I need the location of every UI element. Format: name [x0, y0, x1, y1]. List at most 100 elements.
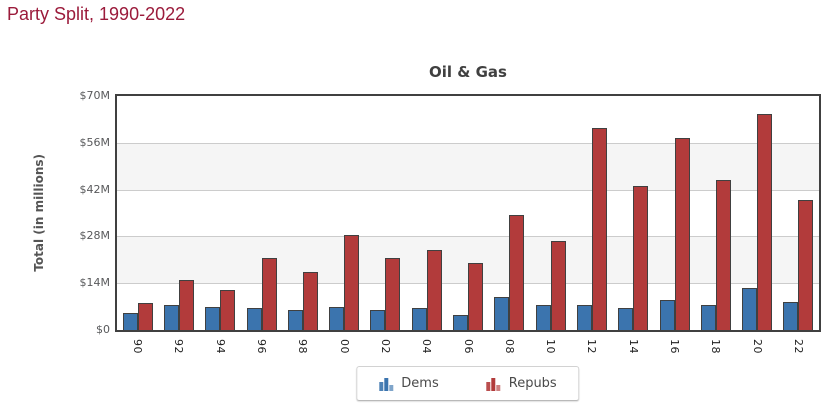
bar-group-92	[158, 96, 199, 330]
x-tick-02: 02	[365, 335, 406, 363]
bar-group-90	[117, 96, 158, 330]
dems-bar-92[interactable]	[163, 304, 179, 330]
dems-bar-90[interactable]	[122, 313, 138, 330]
dems-bar-02[interactable]	[370, 309, 386, 330]
x-tick-92: 92	[158, 335, 199, 363]
bar-group-12	[571, 96, 612, 330]
x-tick-label: 98	[296, 339, 310, 354]
dems-bar-04[interactable]	[411, 308, 427, 330]
repubs-bar-08[interactable]	[509, 214, 525, 330]
dems-bar-94[interactable]	[205, 306, 221, 330]
x-tick-12: 12	[571, 335, 612, 363]
repubs-bar-96[interactable]	[261, 258, 277, 330]
repubs-bar-00[interactable]	[344, 234, 360, 330]
bar-group-08	[489, 96, 530, 330]
y-tick-label: $0	[96, 323, 110, 336]
plot-band	[117, 189, 819, 237]
repubs-bar-92[interactable]	[178, 279, 194, 330]
page-title: Party Split, 1990-2022	[7, 4, 186, 24]
gridline	[117, 236, 819, 238]
y-axis-title-text: Total (in millions)	[32, 154, 46, 272]
y-tick-label: $28M	[79, 229, 111, 243]
bar-group-20	[736, 96, 777, 330]
dems-bar-08[interactable]	[494, 296, 510, 330]
bar-group-96	[241, 96, 282, 330]
x-tick-label: 16	[668, 339, 681, 354]
bar-groups	[117, 96, 819, 330]
y-tick-label: $42M	[79, 182, 111, 196]
repubs-bars-icon	[486, 377, 501, 391]
y-tick-label: $14M	[79, 276, 111, 290]
plot-band	[117, 142, 819, 190]
repubs-bar-98[interactable]	[302, 271, 318, 330]
dems-bar-14[interactable]	[618, 308, 634, 330]
dems-bar-96[interactable]	[246, 308, 262, 330]
bar-group-06	[447, 96, 488, 330]
bar-group-94	[200, 96, 241, 330]
x-tick-10: 10	[530, 335, 571, 363]
chart-title: Oil & Gas	[429, 63, 507, 81]
x-tick-label: 94	[213, 339, 227, 354]
chart-legend: Dems Repubs	[356, 366, 580, 401]
dems-bar-10[interactable]	[535, 304, 551, 330]
x-tick-04: 04	[406, 335, 447, 363]
repubs-bar-22[interactable]	[798, 199, 814, 330]
repubs-bar-18[interactable]	[715, 179, 731, 330]
x-tick-20: 20	[736, 335, 777, 363]
dems-bar-20[interactable]	[742, 288, 758, 330]
x-tick-label: 12	[585, 339, 599, 354]
dems-bar-22[interactable]	[783, 301, 799, 330]
dems-bar-00[interactable]	[329, 306, 345, 330]
x-tick-08: 08	[489, 335, 530, 363]
x-tick-label: 20	[750, 339, 764, 354]
repubs-bar-04[interactable]	[426, 249, 442, 330]
x-tick-label: 14	[626, 339, 640, 354]
repubs-bar-90[interactable]	[137, 303, 153, 330]
repubs-bar-16[interactable]	[674, 137, 690, 330]
x-tick-label: 90	[131, 339, 145, 354]
x-tick-16: 16	[654, 335, 695, 363]
plot-area	[117, 96, 819, 330]
repubs-bar-20[interactable]	[757, 114, 773, 330]
repubs-bar-02[interactable]	[385, 258, 401, 330]
x-tick-label: 06	[461, 339, 475, 354]
dems-bars-icon	[379, 377, 394, 391]
dems-bar-16[interactable]	[659, 299, 675, 330]
gridline	[117, 142, 819, 144]
x-tick-06: 06	[447, 335, 488, 363]
bar-group-18	[695, 96, 736, 330]
dems-bar-06[interactable]	[453, 314, 469, 330]
x-tick-18: 18	[695, 335, 736, 363]
plot-band	[117, 236, 819, 284]
dems-bar-18[interactable]	[700, 304, 716, 330]
x-tick-label: 02	[378, 339, 392, 354]
legend-item-repubs[interactable]: Repubs	[486, 376, 557, 391]
bar-group-00	[323, 96, 364, 330]
x-tick-22: 22	[778, 335, 819, 363]
repubs-bar-94[interactable]	[220, 289, 236, 330]
legend-item-dems[interactable]: Dems	[379, 376, 439, 391]
plot-border	[115, 94, 821, 332]
x-tick-label: 18	[709, 339, 723, 354]
dems-bar-98[interactable]	[287, 309, 303, 330]
bar-group-16	[654, 96, 695, 330]
bar-group-14	[613, 96, 654, 330]
y-tick-label: $70M	[79, 89, 111, 102]
plot-band	[117, 96, 819, 143]
repubs-bar-06[interactable]	[468, 263, 484, 330]
repubs-bar-14[interactable]	[633, 186, 649, 330]
bar-group-22	[778, 96, 819, 330]
x-tick-98: 98	[282, 335, 323, 363]
x-tick-label: 08	[502, 339, 516, 354]
dems-bar-12[interactable]	[576, 304, 592, 330]
y-axis-title: Total (in millions)	[24, 96, 54, 330]
repubs-bar-10[interactable]	[550, 241, 566, 330]
x-tick-14: 14	[613, 335, 654, 363]
x-tick-label: 96	[255, 339, 269, 354]
x-tick-label: 22	[791, 339, 805, 354]
x-tick-90: 90	[117, 335, 158, 363]
x-tick-96: 96	[241, 335, 282, 363]
x-tick-00: 00	[323, 335, 364, 363]
repubs-bar-12[interactable]	[591, 127, 607, 330]
